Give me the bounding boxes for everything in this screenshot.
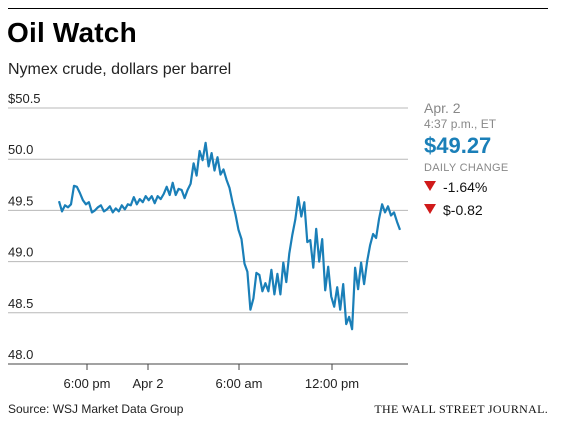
x-axis: 6:00 pm Apr 2 6:00 am 12:00 pm — [64, 364, 359, 391]
source-note: Source: WSJ Market Data Group — [8, 402, 184, 416]
y-tick-label: 48.0 — [8, 347, 33, 362]
x-tick-label: Apr 2 — [132, 376, 163, 391]
gridlines — [8, 107, 408, 365]
y-tick-label: 50.0 — [8, 142, 33, 157]
x-tick-label: 12:00 pm — [305, 376, 359, 391]
chart-title: Oil Watch — [7, 17, 137, 48]
down-triangle-icon — [424, 204, 436, 214]
y-tick-label: $50.5 — [8, 91, 41, 106]
down-triangle-icon — [424, 181, 436, 191]
series-group — [57, 141, 402, 331]
price-series-line — [57, 141, 402, 331]
quote-date: Apr. 2 — [424, 100, 461, 116]
top-rule — [8, 8, 548, 9]
publisher-credit: THE WALL STREET JOURNAL. — [374, 402, 548, 416]
y-tick-label: 48.5 — [8, 296, 33, 311]
quote-time: 4:37 p.m., ET — [424, 117, 497, 131]
daily-change-label: DAILY CHANGE — [424, 162, 509, 174]
y-tick-label: 49.5 — [8, 193, 33, 208]
x-tick-label: 6:00 am — [216, 376, 263, 391]
abs-change-row: $-0.82 — [424, 199, 554, 222]
y-tick-label: 49.0 — [8, 245, 33, 260]
quote-panel: Apr. 2 4:37 p.m., ET $49.27 DAILY CHANGE… — [424, 100, 554, 222]
pct-change: -1.64% — [443, 179, 488, 195]
pct-change-row: -1.64% — [424, 176, 554, 199]
chart-subtitle: Nymex crude, dollars per barrel — [8, 61, 232, 78]
abs-change: $-0.82 — [443, 202, 483, 218]
quote-price: $49.27 — [424, 133, 492, 158]
y-axis-labels: $50.5 50.0 49.5 49.0 48.5 48.0 — [8, 91, 41, 362]
x-tick-label: 6:00 pm — [64, 376, 111, 391]
